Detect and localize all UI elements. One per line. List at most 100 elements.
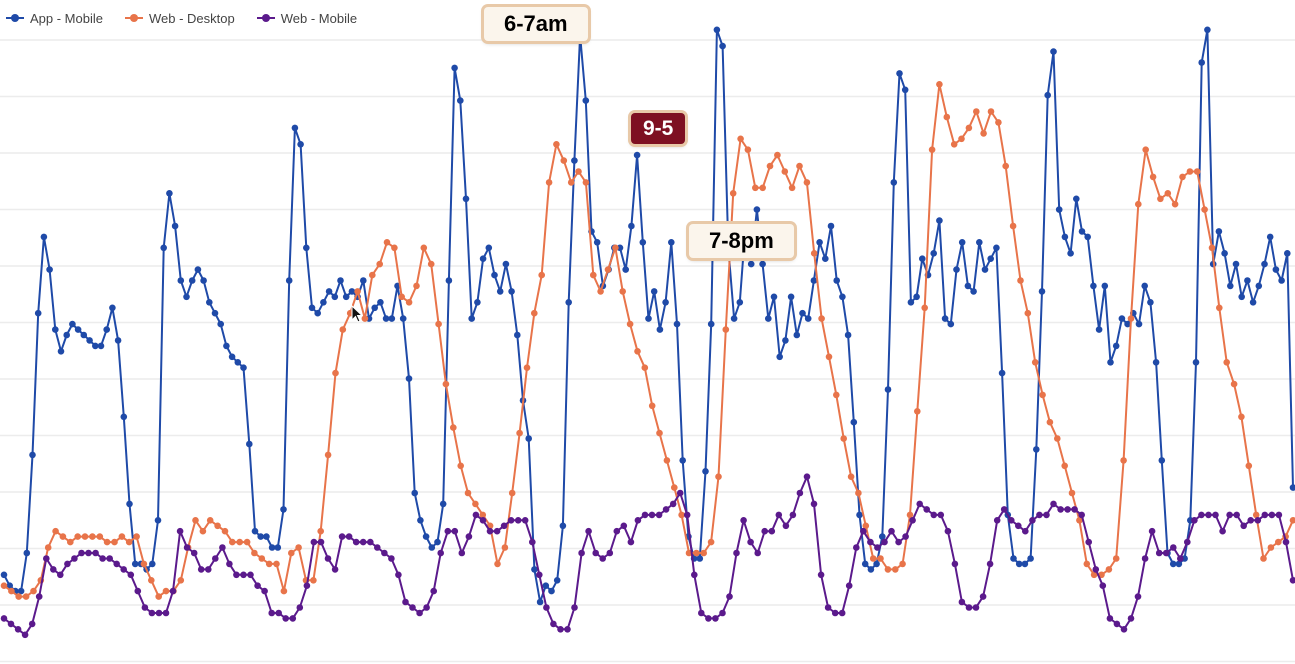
data-point[interactable]	[545, 179, 553, 186]
data-point[interactable]	[214, 522, 221, 530]
data-point[interactable]	[442, 380, 450, 388]
data-point[interactable]	[713, 26, 721, 34]
data-point[interactable]	[1118, 315, 1126, 322]
data-point[interactable]	[1061, 233, 1069, 241]
data-point[interactable]	[192, 517, 199, 524]
data-point[interactable]	[1112, 342, 1120, 350]
data-point[interactable]	[320, 299, 327, 306]
data-point[interactable]	[1267, 544, 1275, 551]
data-point[interactable]	[268, 609, 276, 617]
data-point[interactable]	[251, 549, 258, 557]
data-point[interactable]	[57, 571, 64, 579]
data-point[interactable]	[1061, 462, 1068, 470]
data-point[interactable]	[972, 604, 980, 611]
data-point[interactable]	[338, 533, 346, 540]
data-point[interactable]	[901, 86, 909, 94]
data-point[interactable]	[787, 293, 795, 301]
data-point[interactable]	[759, 260, 766, 268]
data-point[interactable]	[1092, 566, 1100, 573]
data-point[interactable]	[782, 522, 790, 530]
data-point[interactable]	[1162, 549, 1170, 557]
data-point[interactable]	[634, 517, 642, 524]
data-point[interactable]	[0, 571, 8, 579]
data-point[interactable]	[1223, 359, 1230, 366]
data-point[interactable]	[950, 141, 958, 148]
data-point[interactable]	[409, 604, 416, 611]
data-point[interactable]	[531, 309, 538, 317]
data-point[interactable]	[867, 538, 874, 546]
data-point[interactable]	[752, 184, 759, 192]
data-point[interactable]	[1008, 517, 1015, 524]
data-point[interactable]	[855, 489, 862, 497]
data-point[interactable]	[383, 239, 391, 246]
data-point[interactable]	[1050, 500, 1057, 508]
data-point[interactable]	[516, 429, 523, 437]
data-point[interactable]	[188, 277, 196, 284]
data-point[interactable]	[508, 489, 516, 497]
data-point[interactable]	[679, 457, 686, 464]
data-point[interactable]	[398, 293, 406, 301]
data-point[interactable]	[696, 555, 704, 562]
data-point[interactable]	[1073, 195, 1080, 203]
data-point[interactable]	[648, 402, 656, 410]
data-point[interactable]	[993, 244, 1000, 252]
data-point[interactable]	[634, 348, 641, 355]
data-point[interactable]	[726, 593, 733, 600]
data-point[interactable]	[822, 255, 829, 262]
data-point[interactable]	[274, 544, 282, 551]
data-point[interactable]	[810, 277, 818, 284]
data-point[interactable]	[958, 239, 966, 246]
data-point[interactable]	[348, 288, 356, 295]
data-point[interactable]	[154, 517, 162, 524]
data-point[interactable]	[1000, 506, 1008, 513]
data-point[interactable]	[1078, 228, 1086, 235]
data-point[interactable]	[914, 408, 921, 415]
data-point[interactable]	[765, 315, 772, 322]
data-point[interactable]	[753, 206, 761, 213]
data-point[interactable]	[228, 353, 236, 361]
data-point[interactable]	[28, 620, 36, 628]
data-point[interactable]	[197, 566, 205, 573]
data-point[interactable]	[810, 500, 818, 508]
data-point[interactable]	[1254, 517, 1262, 524]
data-point[interactable]	[937, 511, 945, 519]
data-point[interactable]	[733, 549, 740, 557]
data-point[interactable]	[998, 369, 1006, 377]
data-point[interactable]	[34, 309, 42, 317]
data-point[interactable]	[747, 260, 755, 268]
data-point[interactable]	[1147, 299, 1154, 306]
data-point[interactable]	[1044, 91, 1051, 99]
data-point[interactable]	[388, 555, 395, 562]
data-point[interactable]	[817, 571, 825, 579]
data-point[interactable]	[166, 190, 173, 197]
data-point[interactable]	[776, 353, 783, 361]
data-point[interactable]	[1157, 195, 1164, 203]
data-point[interactable]	[676, 489, 684, 497]
data-point[interactable]	[468, 315, 476, 322]
data-point[interactable]	[1272, 266, 1280, 273]
data-point[interactable]	[35, 593, 43, 600]
data-point[interactable]	[1084, 233, 1091, 241]
data-point[interactable]	[766, 162, 774, 170]
data-point[interactable]	[1015, 522, 1022, 530]
data-point[interactable]	[683, 511, 691, 519]
data-point[interactable]	[434, 538, 441, 546]
data-point[interactable]	[342, 293, 350, 301]
data-point[interactable]	[531, 566, 538, 573]
data-point[interactable]	[907, 299, 915, 306]
data-point[interactable]	[1127, 615, 1135, 622]
data-point[interactable]	[229, 538, 236, 546]
data-point[interactable]	[879, 533, 886, 540]
data-point[interactable]	[899, 560, 906, 568]
data-point[interactable]	[1260, 555, 1267, 562]
data-point[interactable]	[125, 538, 133, 546]
data-point[interactable]	[381, 549, 388, 557]
data-point[interactable]	[30, 587, 37, 595]
data-point[interactable]	[628, 222, 635, 230]
data-point[interactable]	[641, 511, 649, 519]
data-point[interactable]	[781, 168, 789, 175]
data-point[interactable]	[1221, 250, 1228, 257]
data-point[interactable]	[261, 587, 268, 595]
data-point[interactable]	[1186, 168, 1194, 175]
data-point[interactable]	[99, 555, 106, 562]
